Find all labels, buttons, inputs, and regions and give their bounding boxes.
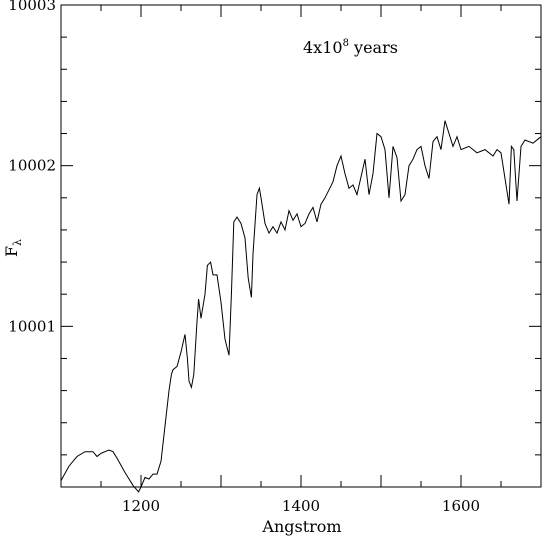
annotation-age: 4x108 years (303, 38, 398, 57)
y-axis-title-main: F (2, 246, 21, 257)
x-tick-label: 1400 (282, 497, 320, 515)
y-tick-label: 10002 (8, 157, 56, 175)
y-axis-title-sub: λ (11, 239, 24, 246)
plot-frame (60, 4, 542, 488)
y-tick-label: 10003 (8, 0, 56, 14)
x-tick-label: 1600 (442, 497, 480, 515)
x-axis-title: Angstrom (261, 517, 341, 536)
x-tick-label: 1200 (122, 497, 160, 515)
y-tick-label: 10001 (8, 317, 56, 335)
spectrum-line (60, 120, 542, 493)
svg-text:Fλ: Fλ (2, 239, 24, 257)
y-axis-title: Fλ (2, 239, 24, 257)
